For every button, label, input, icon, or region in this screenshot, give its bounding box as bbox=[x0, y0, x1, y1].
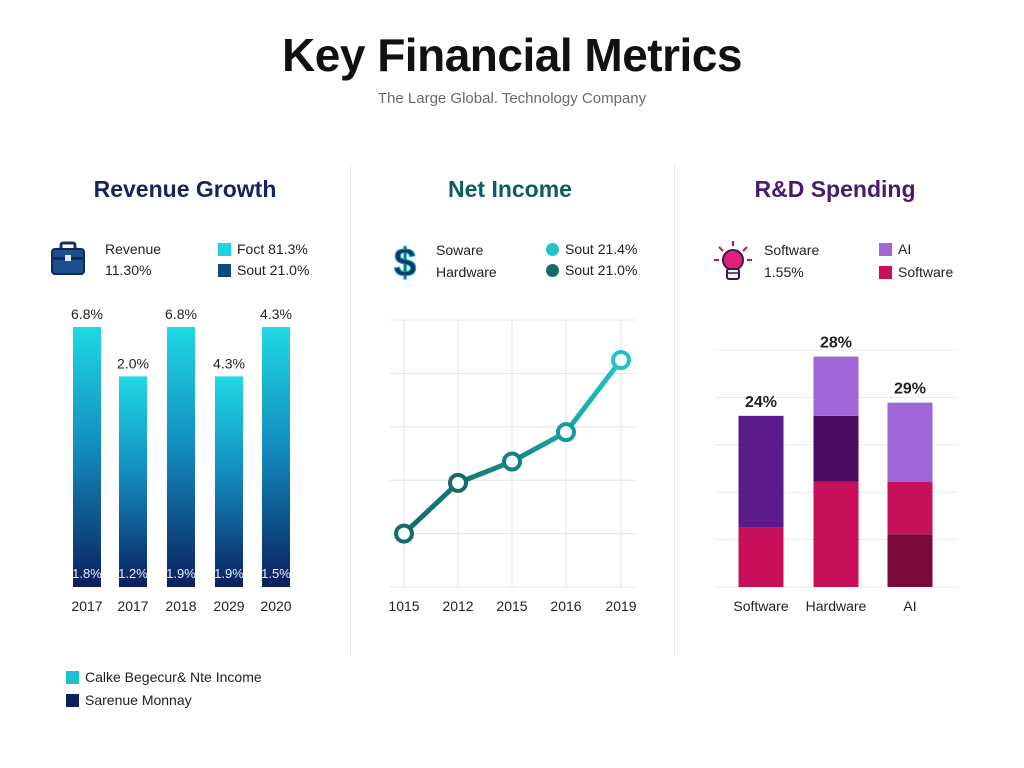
bottom-legend-item-1: Calke Begecur& Nte Income bbox=[85, 669, 262, 685]
bottom-legend-item-2: Sarenue Monnay bbox=[85, 692, 192, 708]
revenue-bar-bottom-label: 1.9% bbox=[166, 566, 196, 581]
net-income-legend-label-1: Soware bbox=[436, 242, 484, 258]
net-income-point bbox=[556, 422, 576, 443]
rd-bar-segment bbox=[887, 402, 933, 482]
rd-bar-top-label: 29% bbox=[894, 381, 926, 398]
svg-text:$: $ bbox=[394, 241, 416, 284]
rd-x-tick-label: Software bbox=[733, 598, 788, 614]
net-income-point bbox=[611, 350, 631, 371]
rd-bar-top-label: 28% bbox=[820, 335, 852, 352]
revenue-bar-top-label: 4.3% bbox=[260, 306, 292, 322]
rd-bar-segment bbox=[887, 534, 933, 587]
rd-bar-segment bbox=[738, 415, 784, 528]
revenue-bar-top-label: 6.8% bbox=[165, 306, 197, 322]
lightbulb-icon bbox=[714, 241, 752, 280]
net-income-panel-title: Net Income bbox=[448, 176, 572, 202]
revenue-x-tick-label: 2029 bbox=[213, 598, 244, 614]
rd-bar-segment bbox=[813, 356, 859, 416]
revenue-legend-value: 11.30% bbox=[105, 262, 152, 278]
rd-x-tick-label: Hardware bbox=[806, 598, 867, 614]
net-income-legend-item-1: Sout 21.4% bbox=[565, 241, 638, 257]
revenue-bar bbox=[167, 327, 195, 587]
rd-stacked-bar-chart: 24% Software 28% Hardware 29% AI bbox=[715, 335, 958, 614]
rd-bar-segment bbox=[813, 415, 859, 482]
net-income-legend-label-2: Hardware bbox=[436, 264, 497, 280]
revenue-bar bbox=[215, 376, 243, 587]
revenue-legend-label: Revenue bbox=[105, 241, 162, 257]
revenue-bar bbox=[119, 376, 147, 587]
bottom-legend-swatch-cyan bbox=[66, 671, 79, 684]
net-income-x-tick-label: 1015 bbox=[388, 598, 419, 614]
revenue-bar-top-label: 4.3% bbox=[213, 355, 245, 371]
page-title: Key Financial Metrics bbox=[282, 29, 742, 81]
rd-legend-item-1: AI bbox=[898, 241, 912, 257]
revenue-x-tick-label: 2017 bbox=[117, 598, 148, 614]
revenue-bar-bottom-label: 1.8% bbox=[72, 566, 102, 581]
page-subtitle: The Large Global. Technology Company bbox=[377, 90, 647, 107]
panel-divider bbox=[674, 165, 675, 655]
revenue-legend-swatch-cyan bbox=[218, 243, 231, 256]
rd-legend-label: Software bbox=[764, 242, 820, 258]
revenue-bar bbox=[262, 327, 290, 587]
rd-bar-top-label: 24% bbox=[745, 394, 777, 411]
rd-legend-value: 1.55% bbox=[764, 264, 804, 280]
revenue-legend-item-2: Sout 21.0% bbox=[237, 262, 310, 278]
net-income-x-tick-label: 2012 bbox=[442, 598, 473, 614]
net-income-point bbox=[448, 472, 468, 493]
rd-legend-item-2: Software bbox=[898, 264, 954, 280]
net-income-line-chart: 1015 2012 2015 2016 2019 bbox=[388, 319, 637, 614]
net-income-x-tick-label: 2015 bbox=[496, 598, 527, 614]
net-income-x-tick-label: 2016 bbox=[550, 598, 581, 614]
revenue-bar-bottom-label: 1.9% bbox=[214, 566, 244, 581]
net-income-legend-dot-light bbox=[546, 243, 559, 256]
revenue-legend-swatch-navy bbox=[218, 264, 231, 277]
net-income-x-tick-label: 2019 bbox=[605, 598, 636, 614]
revenue-bar-top-label: 2.0% bbox=[117, 355, 149, 371]
revenue-bar bbox=[73, 327, 101, 587]
revenue-x-tick-label: 2018 bbox=[165, 598, 196, 614]
rd-bar-segment bbox=[887, 481, 933, 535]
panel-divider bbox=[350, 165, 351, 655]
net-income-legend-dot-dark bbox=[546, 264, 559, 277]
revenue-x-tick-label: 2020 bbox=[260, 598, 291, 614]
rd-legend-swatch-software bbox=[879, 266, 892, 279]
net-income-point bbox=[502, 451, 522, 472]
rd-bar-segment bbox=[738, 527, 784, 587]
dollar-icon: $ bbox=[393, 240, 416, 284]
revenue-panel-title: Revenue Growth bbox=[93, 176, 277, 202]
rd-legend-swatch-ai bbox=[879, 243, 892, 256]
rd-panel-title: R&D Spending bbox=[754, 176, 916, 202]
revenue-bar-top-label: 6.8% bbox=[71, 306, 103, 322]
revenue-x-tick-label: 2017 bbox=[71, 598, 102, 614]
net-income-point bbox=[394, 523, 414, 544]
rd-x-tick-label: AI bbox=[903, 598, 916, 614]
revenue-legend-item-1: Foct 81.3% bbox=[237, 241, 308, 257]
revenue-bar-chart: 6.8% 1.8% 2017 2.0% 1.2% 2017 6.8% 1.9% 2018 4.3%… bbox=[71, 306, 292, 614]
rd-bar-segment bbox=[813, 481, 859, 587]
net-income-legend-item-2: Sout 21.0% bbox=[565, 262, 638, 278]
bottom-legend-swatch-navy bbox=[66, 694, 79, 707]
briefcase-icon bbox=[51, 241, 85, 275]
revenue-bar-bottom-label: 1.5% bbox=[261, 566, 291, 581]
revenue-bar-bottom-label: 1.2% bbox=[118, 566, 148, 581]
